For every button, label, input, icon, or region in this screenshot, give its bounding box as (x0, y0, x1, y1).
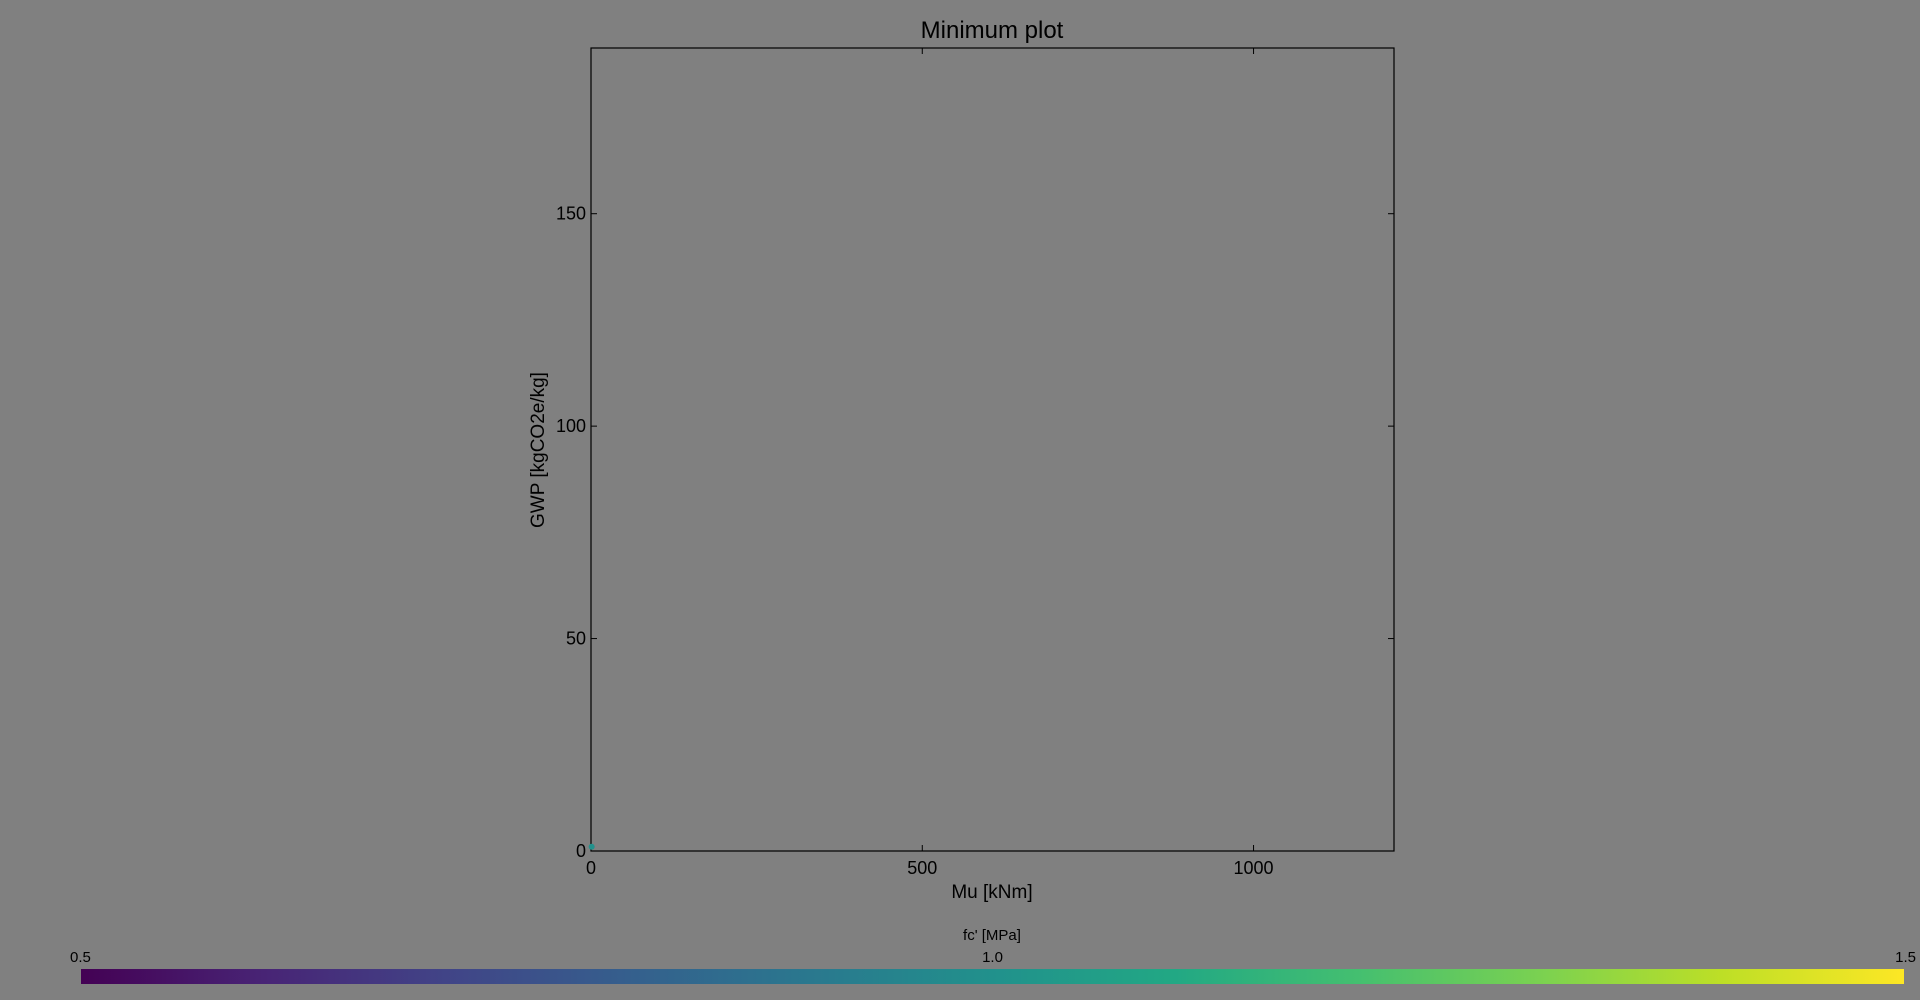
colorbar-tick-label: 1.5 (1895, 949, 1916, 966)
x-tick-label: 1000 (1234, 858, 1274, 878)
scatter-points (588, 843, 595, 850)
y-axis-ticks: 0 50 100 150 (556, 204, 1394, 861)
colorbar-ticks: 0.5 1.0 1.5 (70, 949, 1916, 966)
y-tick-label: 100 (556, 416, 586, 436)
x-axis-ticks: 0 500 1000 (586, 48, 1274, 878)
chart-title: Minimum plot (921, 17, 1064, 44)
y-tick-label: 0 (576, 841, 586, 861)
plot-area-frame (590, 47, 1395, 852)
colorbar-label: fc' [MPa] (963, 927, 1021, 944)
colorbar-tick-label: 0.5 (70, 949, 91, 966)
y-tick-label: 150 (556, 204, 586, 224)
x-tick-label: 0 (586, 858, 596, 878)
colorbar-tick-label: 1.0 (982, 949, 1003, 966)
x-axis-label: Mu [kNm] (951, 882, 1032, 903)
y-tick-label: 50 (566, 629, 586, 649)
y-axis-label: GWP [kgCO2e/kg] (528, 372, 549, 528)
data-point (588, 843, 595, 850)
x-tick-label: 500 (907, 858, 937, 878)
colorbar (81, 969, 1904, 984)
